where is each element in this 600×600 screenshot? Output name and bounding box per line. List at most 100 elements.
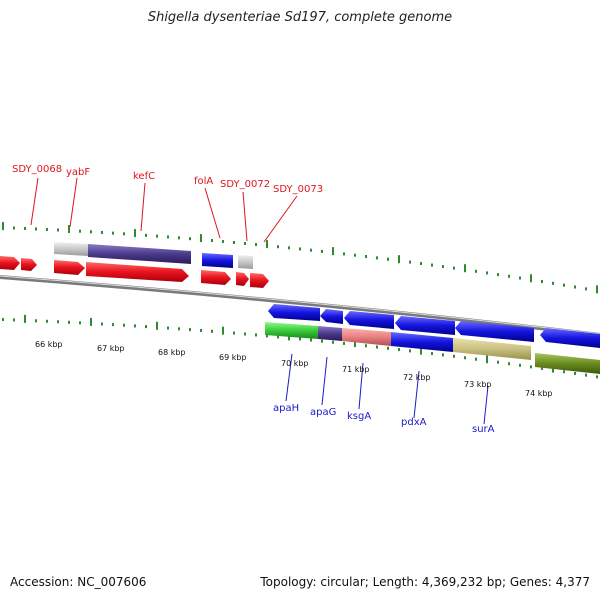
scale-label: 67 kbp [97, 344, 125, 353]
minor-tick [376, 345, 378, 349]
gene-arrow-rev[interactable] [268, 304, 320, 321]
minor-tick [57, 320, 59, 324]
gene-label-sdy-0072[interactable]: SDY_0072 [220, 179, 270, 190]
major-tick [596, 285, 598, 294]
minor-tick [156, 234, 158, 238]
minor-tick [310, 248, 312, 252]
minor-tick [464, 356, 466, 360]
major-tick [464, 264, 466, 273]
gene-arrow-rev[interactable] [455, 321, 534, 342]
major-tick [332, 247, 334, 256]
minor-tick [321, 249, 323, 253]
minor-tick [189, 237, 191, 241]
minor-tick [2, 318, 4, 322]
reverse-leader-lines [285, 353, 489, 425]
minor-tick [299, 247, 301, 251]
reverse-cog-track [265, 322, 600, 374]
minor-tick [145, 325, 147, 329]
minor-tick [145, 233, 147, 237]
gene-label-apah[interactable]: apaH [273, 403, 299, 414]
minor-tick [343, 252, 345, 256]
gene-arrow-fwd[interactable] [236, 272, 249, 286]
topology-text: Topology: circular; Length: 4,369,232 bp… [260, 575, 590, 589]
major-tick [420, 346, 422, 355]
scale-label: 73 kbp [464, 380, 492, 389]
gene-label-sura[interactable]: surA [472, 424, 495, 435]
gene-label-kefc[interactable]: kefC [133, 171, 155, 182]
minor-tick [398, 348, 400, 352]
minor-tick [585, 287, 587, 291]
minor-tick [453, 354, 455, 358]
gene-label-fola[interactable]: folA [194, 176, 213, 187]
minor-tick [266, 334, 268, 338]
scale-labels: 66 kbp 67 kbp 68 kbp 69 kbp 70 kbp 71 kb… [35, 340, 553, 398]
reverse-gene-track [268, 304, 600, 348]
minor-tick [442, 353, 444, 357]
minor-tick [112, 323, 114, 327]
minor-tick [332, 340, 334, 344]
minor-tick [288, 246, 290, 250]
minor-tick [35, 319, 37, 323]
minor-tick [343, 341, 345, 345]
minor-tick [244, 241, 246, 245]
scale-label: 74 kbp [525, 389, 553, 398]
minor-tick [13, 318, 15, 322]
major-tick [90, 317, 92, 326]
major-tick [68, 225, 70, 234]
major-tick [222, 326, 224, 335]
minor-tick [431, 263, 433, 267]
major-tick [530, 274, 532, 283]
minor-tick [24, 226, 26, 230]
major-tick [134, 229, 136, 238]
minor-tick [211, 329, 213, 333]
minor-tick [475, 357, 477, 361]
gene-arrow-fwd[interactable] [250, 273, 269, 288]
minor-tick [365, 255, 367, 259]
gene-label-apag[interactable]: apaG [310, 407, 336, 418]
gene-label-sdy-0068[interactable]: SDY_0068 [12, 164, 62, 175]
gene-arrow-fwd[interactable] [21, 258, 37, 271]
gene-arrow-rev[interactable] [320, 309, 343, 324]
minor-tick [90, 230, 92, 234]
minor-tick [497, 360, 499, 364]
gene-arrow-fwd[interactable] [86, 262, 189, 282]
minor-tick [299, 337, 301, 341]
minor-tick [244, 332, 246, 336]
minor-tick [541, 280, 543, 284]
backbone-highlight [0, 275, 600, 335]
gene-label-yabf[interactable]: yabF [66, 167, 90, 178]
major-tick [266, 240, 268, 249]
minor-tick [387, 257, 389, 261]
forward-cog-track [54, 242, 253, 269]
scale-label: 68 kbp [158, 348, 186, 357]
major-tick [156, 321, 158, 330]
minor-tick [101, 230, 103, 234]
outer-tick-track [2, 222, 598, 294]
minor-tick [167, 326, 169, 330]
minor-tick [420, 262, 422, 266]
scale-label: 71 kbp [342, 365, 370, 374]
gene-arrow-fwd[interactable] [54, 260, 85, 275]
gene-label-ksga[interactable]: ksgA [347, 411, 371, 422]
gene-label-sdy-0073[interactable]: SDY_0073 [273, 184, 323, 195]
minor-tick [431, 352, 433, 356]
gene-arrow-rev[interactable] [344, 311, 394, 329]
minor-tick [519, 276, 521, 280]
minor-tick [112, 231, 114, 235]
gene-arrow-rev[interactable] [540, 328, 600, 348]
minor-tick [519, 363, 521, 367]
reverse-gene-labels: apaH apaG ksgA pdxA surA [273, 403, 495, 435]
minor-tick [442, 265, 444, 269]
major-tick [398, 255, 400, 264]
minor-tick [233, 240, 235, 244]
minor-tick [453, 266, 455, 270]
minor-tick [134, 324, 136, 328]
minor-tick [530, 365, 532, 369]
gene-arrow-rev[interactable] [395, 316, 455, 335]
gene-arrow-fwd[interactable] [201, 270, 231, 285]
gene-arrow-fwd[interactable] [0, 256, 20, 270]
minor-tick [475, 269, 477, 273]
gene-label-pdxa[interactable]: pdxA [401, 417, 427, 428]
minor-tick [233, 331, 235, 335]
